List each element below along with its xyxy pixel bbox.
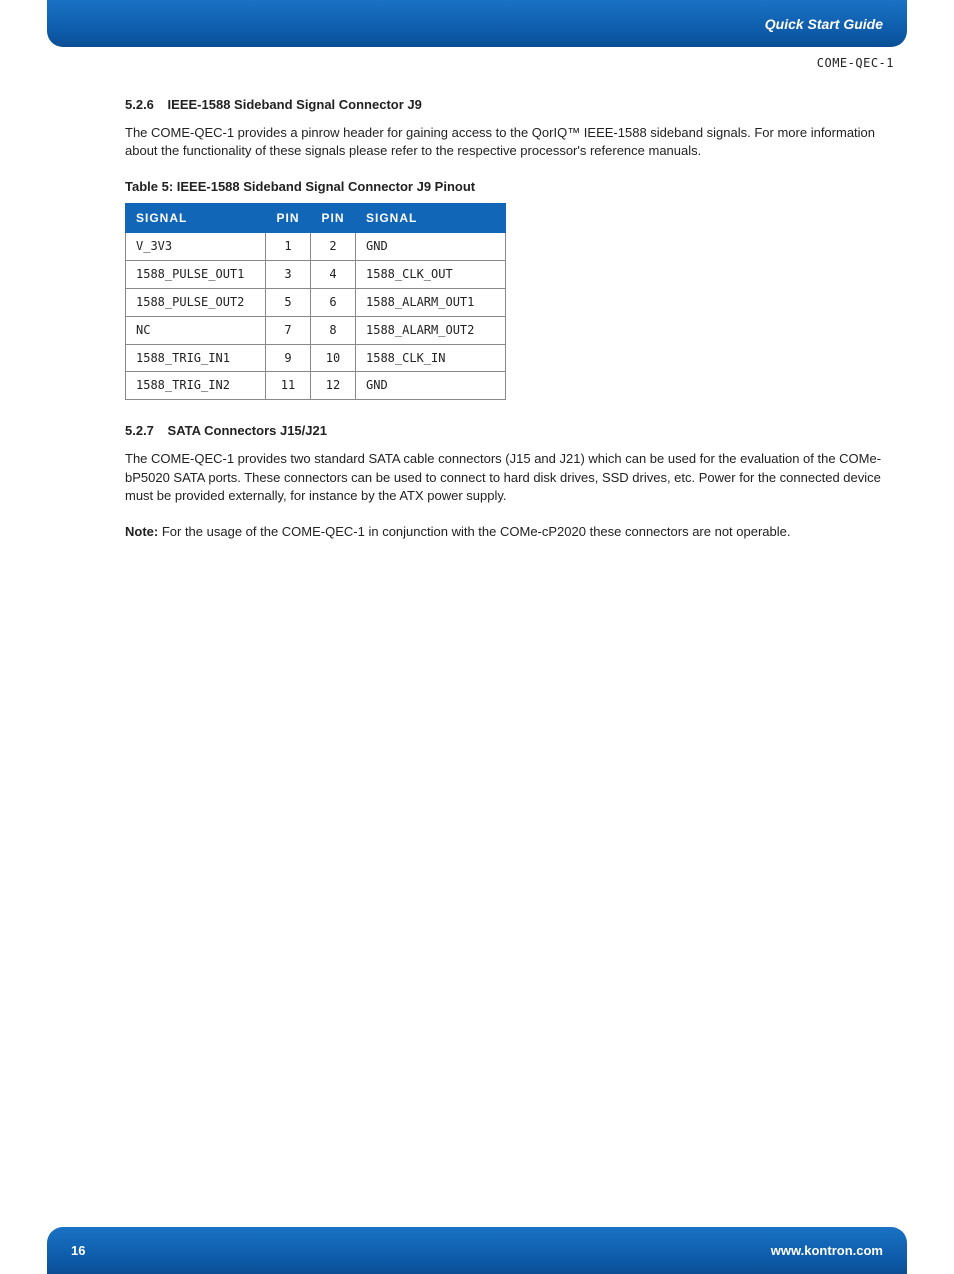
cell: 1: [266, 233, 311, 261]
cell: 1588_CLK_OUT: [356, 261, 506, 289]
cell: 1588_TRIG_IN2: [126, 372, 266, 400]
cell: 4: [311, 261, 356, 289]
table-row: 1588_TRIG_IN2 11 12 GND: [126, 372, 506, 400]
table-row: 1588_PULSE_OUT2 5 6 1588_ALARM_OUT1: [126, 288, 506, 316]
col-header-pin-left: Pin: [266, 203, 311, 233]
cell: 5: [266, 288, 311, 316]
cell: 1588_TRIG_IN1: [126, 344, 266, 372]
cell: 1588_PULSE_OUT1: [126, 261, 266, 289]
cell: 10: [311, 344, 356, 372]
cell: V_3V3: [126, 233, 266, 261]
cell: 1588_ALARM_OUT1: [356, 288, 506, 316]
header-title: Quick Start Guide: [765, 16, 883, 32]
cell: 9: [266, 344, 311, 372]
page-number: 16: [71, 1243, 85, 1258]
note-text: For the usage of the COME-QEC-1 in conju…: [158, 524, 790, 539]
section-heading-526: 5.2.6 IEEE-1588 Sideband Signal Connecto…: [125, 96, 894, 114]
table-row: 1588_TRIG_IN1 9 10 1588_CLK_IN: [126, 344, 506, 372]
table-body: V_3V3 1 2 GND 1588_PULSE_OUT1 3 4 1588_C…: [126, 233, 506, 400]
section-number: 5.2.7: [125, 422, 154, 440]
table-row: V_3V3 1 2 GND: [126, 233, 506, 261]
cell: 1588_CLK_IN: [356, 344, 506, 372]
section1-paragraph: The COME-QEC-1 provides a pinrow header …: [125, 124, 894, 160]
cell: 6: [311, 288, 356, 316]
cell: GND: [356, 372, 506, 400]
cell: NC: [126, 316, 266, 344]
footer-url: www.kontron.com: [771, 1243, 883, 1258]
section-number: 5.2.6: [125, 96, 154, 114]
cell: 2: [311, 233, 356, 261]
cell: GND: [356, 233, 506, 261]
table-caption: Table 5: IEEE-1588 Sideband Signal Conne…: [125, 178, 894, 196]
table-row: 1588_PULSE_OUT1 3 4 1588_CLK_OUT: [126, 261, 506, 289]
col-header-signal-left: Signal: [126, 203, 266, 233]
section-title: SATA Connectors J15/J21: [168, 423, 327, 438]
section-heading-527: 5.2.7 SATA Connectors J15/J21: [125, 422, 894, 440]
cell: 7: [266, 316, 311, 344]
content-area: COME-QEC-1 5.2.6 IEEE-1588 Sideband Sign…: [125, 55, 894, 1214]
table-row: NC 7 8 1588_ALARM_OUT2: [126, 316, 506, 344]
table-header-row: Signal Pin Pin Signal: [126, 203, 506, 233]
cell: 1588_PULSE_OUT2: [126, 288, 266, 316]
col-header-signal-right: Signal: [356, 203, 506, 233]
pinout-table: Signal Pin Pin Signal V_3V3 1 2 GND 1588…: [125, 203, 506, 401]
cell: 3: [266, 261, 311, 289]
col-header-pin-right: Pin: [311, 203, 356, 233]
document-id: COME-QEC-1: [125, 55, 894, 72]
cell: 1588_ALARM_OUT2: [356, 316, 506, 344]
cell: 11: [266, 372, 311, 400]
header-bar: Quick Start Guide: [47, 0, 907, 47]
footer-bar: 16 www.kontron.com: [47, 1227, 907, 1274]
section2-paragraph: The COME-QEC-1 provides two standard SAT…: [125, 450, 894, 505]
cell: 12: [311, 372, 356, 400]
note-label: Note:: [125, 524, 158, 539]
section-title: IEEE-1588 Sideband Signal Connector J9: [168, 97, 422, 112]
page: Quick Start Guide COME-QEC-1 5.2.6 IEEE-…: [0, 0, 954, 1274]
note-paragraph: Note: For the usage of the COME-QEC-1 in…: [125, 523, 894, 541]
cell: 8: [311, 316, 356, 344]
